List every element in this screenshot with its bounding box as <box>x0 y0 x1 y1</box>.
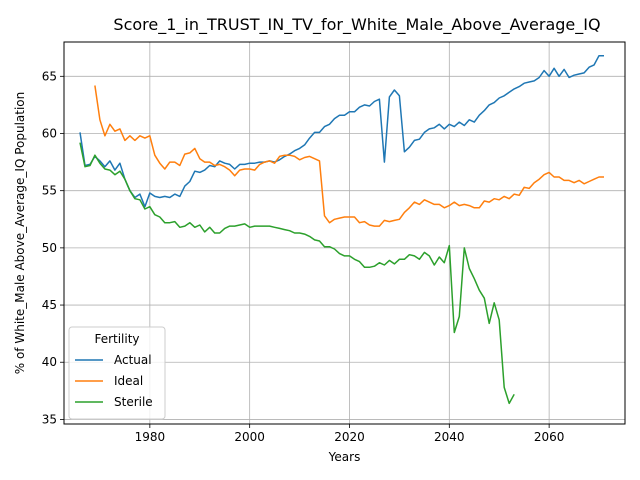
series-line-ideal <box>94 85 604 227</box>
x-tick-label: 2060 <box>534 430 565 444</box>
axis-ticks: 1980 2000 2020 2040 2060 35 40 45 50 55 60 65 <box>42 69 565 444</box>
x-axis-label: Years <box>328 450 361 464</box>
y-axis-label: % of White_Male Above_Average_IQ Populat… <box>13 92 27 375</box>
legend-label: Sterile <box>114 395 153 409</box>
y-tick-label: 40 <box>42 355 57 369</box>
y-tick-label: 50 <box>42 241 57 255</box>
y-tick-label: 60 <box>42 126 57 140</box>
series-lines <box>79 54 604 405</box>
y-tick-label: 55 <box>42 184 57 198</box>
x-tick-label: 2020 <box>334 430 365 444</box>
series-line-actual <box>79 54 604 208</box>
legend: Fertility Actual Ideal Sterile <box>68 326 166 420</box>
y-tick-label: 45 <box>42 298 57 312</box>
x-tick-label: 2000 <box>234 430 265 444</box>
chart-title: Score_1_in_TRUST_IN_TV_for_White_Male_Ab… <box>113 15 600 35</box>
x-tick-label: 1980 <box>135 430 166 444</box>
x-tick-label: 2040 <box>434 430 465 444</box>
legend-items: Actual Ideal Sterile <box>75 353 153 409</box>
series-line-sterile <box>79 142 515 405</box>
y-tick-label: 65 <box>42 69 57 83</box>
legend-box <box>68 326 166 420</box>
plot-area <box>63 41 626 425</box>
legend-title: Fertility <box>94 332 139 346</box>
legend-label: Actual <box>114 353 152 367</box>
y-tick-label: 35 <box>42 412 57 426</box>
legend-label: Ideal <box>114 374 143 388</box>
